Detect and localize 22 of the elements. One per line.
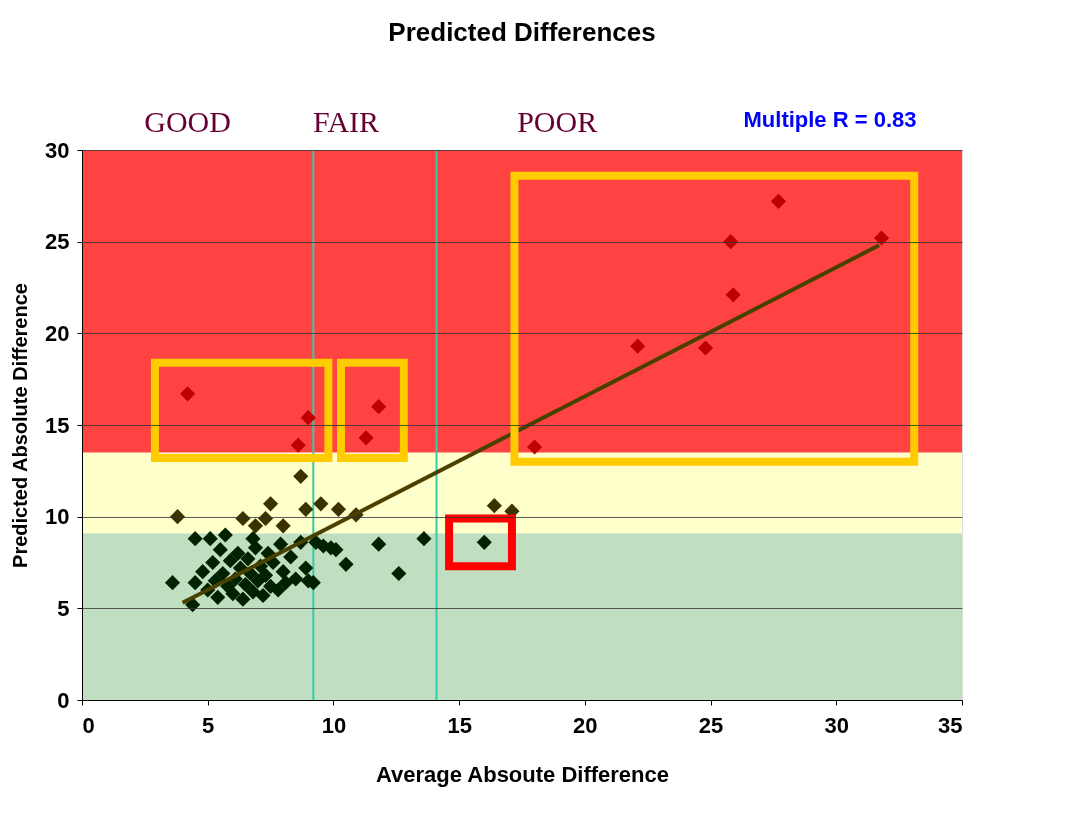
y-tick-label: 10 [45, 504, 70, 530]
x-tick-label: 35 [938, 712, 963, 738]
y-tick-label: 30 [45, 137, 70, 163]
y-tick-label: 15 [45, 412, 70, 438]
text: FAIR [312, 105, 380, 138]
text: POOR [517, 105, 598, 138]
y-tick-label: 5 [57, 595, 70, 621]
x-tick-label: 5 [202, 712, 215, 738]
y-tick-label: 20 [45, 320, 70, 346]
x-tick-label: 25 [698, 712, 724, 738]
y-axis-title: Predicted Absolute Difference [9, 283, 32, 568]
x-tick-label: 0 [82, 712, 95, 738]
x-tick-label: 30 [824, 712, 850, 738]
text: Multiple R = 0.83 [743, 107, 917, 132]
x-tick-label: 15 [447, 712, 472, 738]
y-tick-label: 25 [45, 229, 70, 255]
x-axis-title: Average Absoute Difference [375, 761, 670, 787]
y-tick-label: 0 [57, 687, 70, 713]
chart-title: Predicted Differences [388, 17, 656, 47]
text: GOOD [144, 105, 231, 138]
x-tick-label: 20 [573, 712, 598, 738]
x-tick-label: 10 [321, 712, 347, 738]
